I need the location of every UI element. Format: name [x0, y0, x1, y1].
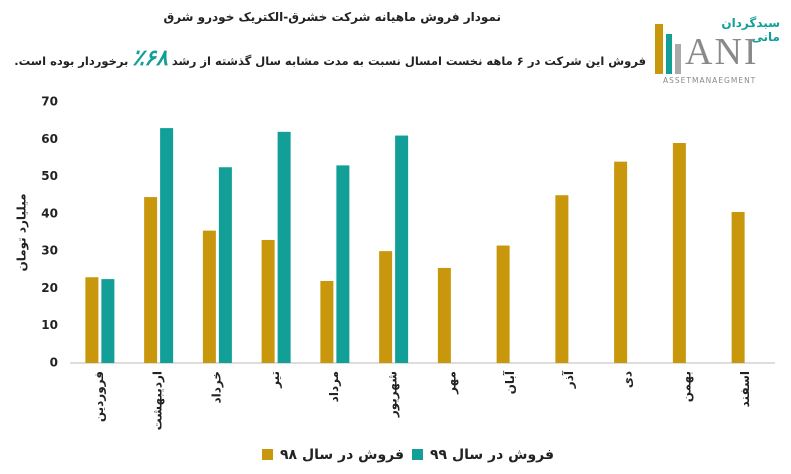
bar — [218, 167, 232, 363]
bar — [336, 165, 350, 363]
x-tick-label: تیر — [268, 371, 282, 389]
bar — [731, 211, 745, 363]
x-tick-label: دی — [621, 371, 635, 388]
bar — [277, 131, 291, 363]
subtitle-highlight: ۶۸٪ — [132, 46, 168, 71]
bar — [555, 195, 569, 363]
x-tick-label: خرداد — [209, 371, 223, 404]
y-tick-label: 40 — [41, 206, 58, 220]
x-tick-label: مهر — [444, 371, 458, 395]
legend-swatch — [262, 449, 273, 460]
x-tick-label: بهمن — [679, 371, 693, 402]
logo-persian: سبدگردان مانی — [721, 16, 780, 44]
bar — [144, 197, 158, 363]
x-tick-label: شهریور — [386, 371, 401, 418]
y-tick-label: 10 — [41, 318, 58, 332]
y-tick-label: 20 — [41, 281, 58, 295]
x-tick-label: آبان — [502, 370, 517, 394]
subtitle-end: برخوردار بوده است. — [14, 54, 129, 68]
bar — [379, 251, 393, 363]
logo-latin: ANI — [685, 31, 759, 73]
x-tick-label: آذر — [561, 370, 576, 389]
y-tick-label: 50 — [41, 169, 58, 183]
x-tick-label: اردیبهشت — [151, 371, 165, 430]
bar — [320, 280, 334, 363]
bar — [496, 245, 510, 363]
logo: سبدگردان مانی ANI ASSETMANAEGMENT — [655, 14, 780, 94]
y-tick-label: 30 — [41, 244, 58, 258]
bar — [85, 277, 99, 363]
bar — [395, 135, 409, 363]
bar — [672, 143, 686, 363]
bar — [614, 161, 628, 363]
chart-title: نمودار فروش ماهیانه شرکت خشرق-الکتریک خو… — [163, 10, 501, 24]
y-axis-label: میلیارد تومان — [15, 193, 30, 271]
legend-label: فروش در سال ۹۹ — [430, 447, 554, 463]
chart-subtitle: فروش این شرکت در ۶ ماهه نخست امسال نسبت … — [14, 46, 646, 71]
x-tick-label: اسفند — [738, 371, 752, 407]
legend-swatch — [412, 449, 423, 460]
logo-tagline: ASSETMANAEGMENT — [663, 76, 757, 85]
subtitle-start: فروش این شرکت در ۶ ماهه نخست امسال نسبت … — [171, 54, 646, 68]
y-tick-label: 60 — [41, 132, 58, 146]
bar — [160, 128, 174, 363]
bar — [202, 230, 216, 363]
x-tick-label: فروردین — [92, 371, 107, 422]
y-tick-label: 0 — [50, 356, 58, 370]
bar — [437, 267, 451, 363]
x-tick-label: مرداد — [327, 371, 341, 402]
bar — [261, 239, 275, 363]
y-tick-label: 70 — [41, 95, 58, 109]
bar — [101, 279, 115, 363]
legend-label: فروش در سال ۹۸ — [280, 447, 404, 463]
